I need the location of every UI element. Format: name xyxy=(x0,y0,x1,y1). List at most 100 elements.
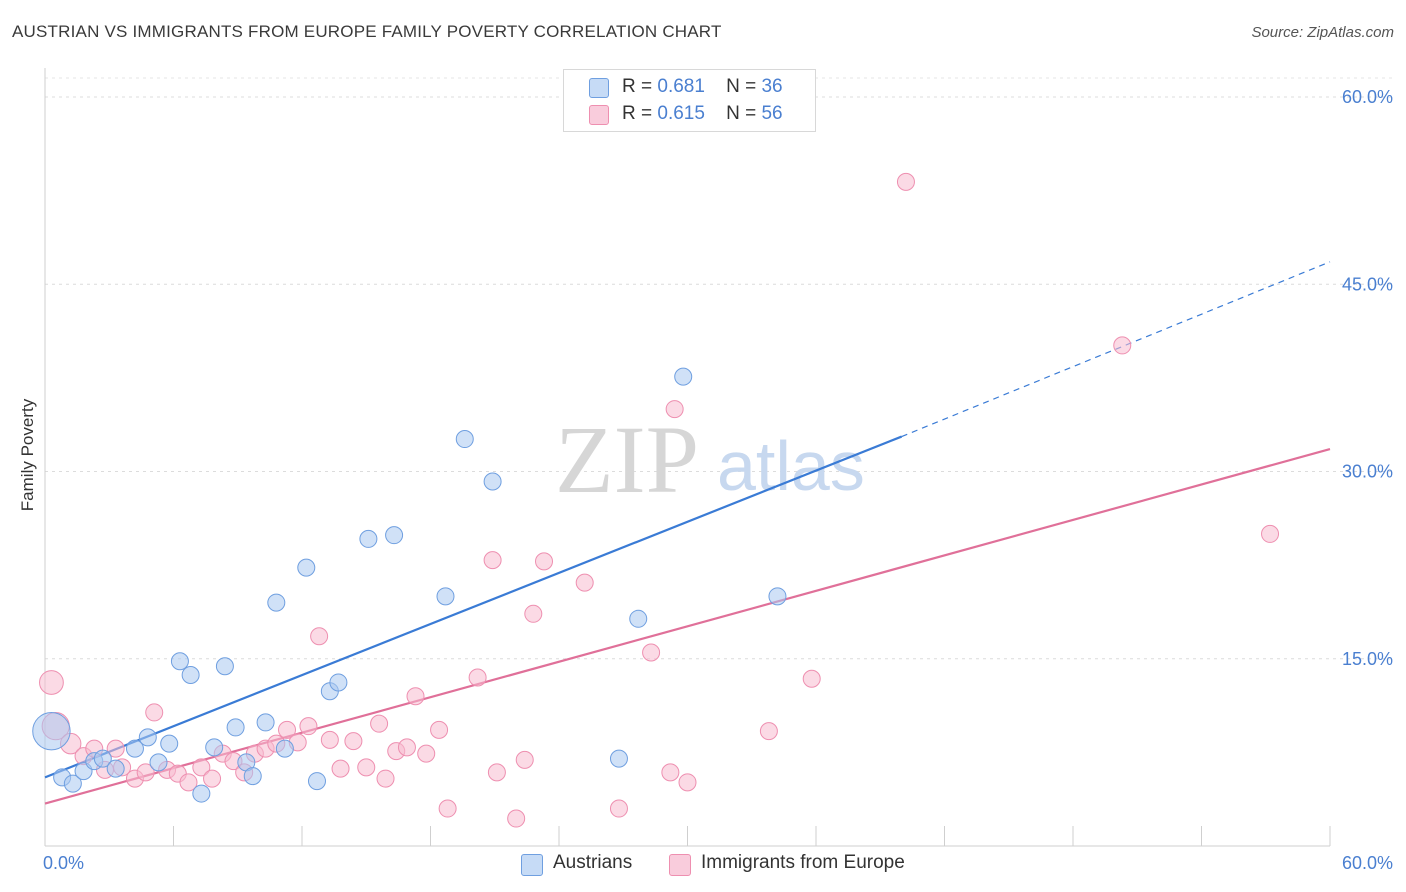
point-immigrants xyxy=(192,758,211,777)
point-austrians xyxy=(674,367,693,386)
point-austrians xyxy=(385,526,404,545)
bottom-legend-label-austrians: Austrians xyxy=(553,852,633,873)
point-immigrants xyxy=(515,750,534,769)
point-immigrants xyxy=(661,763,680,782)
point-immigrants xyxy=(430,720,449,739)
point-austrians xyxy=(125,739,144,758)
point-immigrants xyxy=(896,172,915,191)
point-immigrants xyxy=(1113,336,1132,355)
point-immigrants xyxy=(575,573,594,592)
point-austrians xyxy=(149,753,168,772)
point-austrians xyxy=(455,430,474,449)
point-immigrants xyxy=(278,720,297,739)
legend-r-label: R = xyxy=(622,103,653,124)
point-austrians xyxy=(215,657,234,676)
x-tick-label-max: 60.0% xyxy=(1342,853,1393,873)
point-austrians xyxy=(359,529,378,548)
y-axis-label: Family Poverty xyxy=(18,398,37,512)
point-immigrants xyxy=(609,799,628,818)
legend-r-label: R = xyxy=(622,76,653,97)
legend-r-value-austrians: 0.681 xyxy=(657,76,705,97)
point-austrians xyxy=(226,718,245,737)
point-austrians xyxy=(181,665,200,684)
legend-swatch-austrians xyxy=(589,78,609,98)
watermark: ZIP atlas xyxy=(555,406,865,513)
point-austrians xyxy=(629,609,648,628)
point-immigrants xyxy=(802,669,821,688)
point-immigrants xyxy=(642,643,661,662)
y-tick-label-45: 45.0% xyxy=(1342,274,1393,294)
point-immigrants xyxy=(344,732,363,751)
point-austrians xyxy=(106,759,125,778)
point-austrians xyxy=(436,587,455,606)
point-immigrants xyxy=(406,687,425,706)
point-immigrants xyxy=(376,769,395,788)
point-immigrants xyxy=(106,739,125,758)
point-austrians xyxy=(32,711,71,751)
point-immigrants xyxy=(397,738,416,757)
point-austrians xyxy=(243,767,262,786)
point-immigrants xyxy=(145,703,164,722)
legend-n-label: N = xyxy=(726,76,757,97)
point-immigrants xyxy=(1261,524,1280,543)
point-austrians xyxy=(256,713,275,732)
point-immigrants xyxy=(357,758,376,777)
point-immigrants xyxy=(203,769,222,788)
point-austrians xyxy=(93,749,112,768)
point-immigrants xyxy=(370,714,389,733)
point-immigrants xyxy=(417,744,436,763)
legend-r-value-immigrants: 0.615 xyxy=(657,103,705,124)
point-immigrants xyxy=(507,809,526,828)
data-points xyxy=(32,172,1280,828)
legend-n-label: N = xyxy=(726,103,757,124)
point-immigrants xyxy=(39,670,64,695)
point-immigrants xyxy=(759,722,778,741)
point-austrians xyxy=(192,784,211,803)
point-immigrants xyxy=(524,604,543,623)
point-immigrants xyxy=(320,730,339,749)
point-austrians xyxy=(63,774,82,793)
point-immigrants xyxy=(136,763,155,782)
tick-labels: 15.0% 30.0% 45.0% 60.0% 0.0% 60.0% xyxy=(43,87,1393,873)
y-tick-label-15: 15.0% xyxy=(1342,649,1393,669)
point-immigrants xyxy=(483,551,502,570)
bottom-legend-swatch-immigrants xyxy=(669,854,691,876)
point-austrians xyxy=(609,749,628,768)
watermark-atlas: atlas xyxy=(717,427,865,505)
point-austrians xyxy=(275,739,294,758)
point-austrians xyxy=(267,593,286,612)
gridlines xyxy=(45,77,1395,660)
legend-n-value-austrians: 36 xyxy=(761,76,783,97)
point-immigrants xyxy=(179,773,198,792)
bottom-legend-swatch-austrians xyxy=(521,854,543,876)
chart-title: AUSTRIAN VS IMMIGRANTS FROM EUROPE FAMIL… xyxy=(12,22,722,41)
axes xyxy=(44,68,1331,847)
y-tick-label-30: 30.0% xyxy=(1342,462,1393,482)
point-immigrants xyxy=(438,799,457,818)
point-austrians xyxy=(297,558,316,577)
legend-swatch-immigrants xyxy=(589,105,609,125)
point-immigrants xyxy=(665,400,684,419)
point-immigrants xyxy=(331,759,350,778)
point-austrians xyxy=(205,738,224,757)
y-tick-label-60: 60.0% xyxy=(1342,87,1393,107)
point-austrians xyxy=(138,728,157,747)
point-immigrants xyxy=(487,763,506,782)
trendline-austrians xyxy=(44,435,903,779)
bottom-legend-label-immigrants: Immigrants from Europe xyxy=(701,852,905,873)
point-austrians xyxy=(768,587,787,606)
point-austrians xyxy=(329,673,348,692)
stats-legend: R = 0.681 N = 36 R = 0.615 N = 56 xyxy=(563,69,816,132)
point-austrians xyxy=(307,772,326,791)
point-immigrants xyxy=(678,773,697,792)
x-tick-label-min: 0.0% xyxy=(43,853,84,873)
point-austrians xyxy=(160,734,179,753)
legend-n-value-immigrants: 56 xyxy=(761,103,783,124)
point-austrians xyxy=(483,472,502,491)
point-immigrants xyxy=(535,552,554,571)
point-austrians xyxy=(170,652,189,671)
point-immigrants xyxy=(468,668,487,687)
point-immigrants xyxy=(299,717,318,736)
watermark-zip: ZIP xyxy=(555,406,699,513)
